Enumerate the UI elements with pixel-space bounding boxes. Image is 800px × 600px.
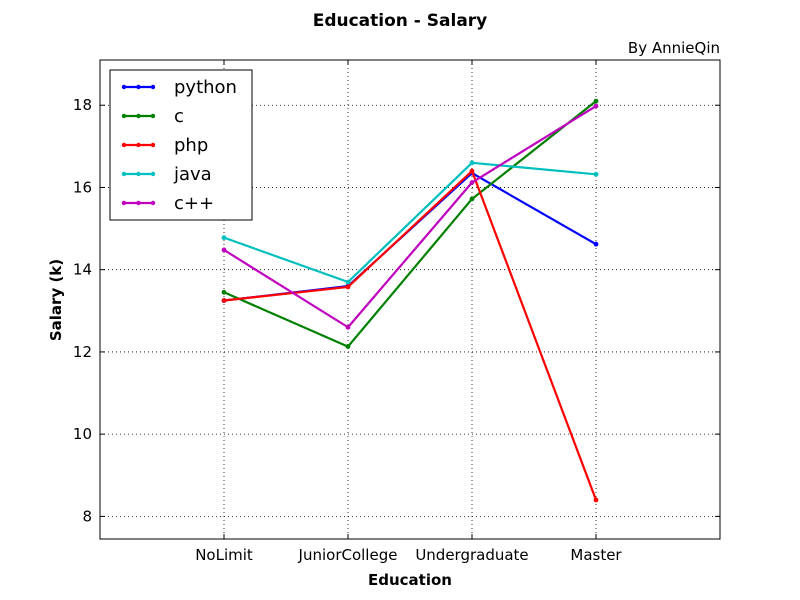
legend-label: php bbox=[174, 135, 208, 156]
legend-label: python bbox=[174, 77, 237, 98]
series-line bbox=[223, 161, 597, 284]
data-point bbox=[345, 324, 351, 330]
plot-frame bbox=[99, 59, 721, 540]
legend-label: c++ bbox=[174, 193, 214, 214]
y-axis-label: Salary (k) bbox=[47, 259, 65, 341]
data-point bbox=[593, 171, 599, 177]
legend-marker bbox=[150, 171, 156, 177]
data-point bbox=[469, 180, 475, 185]
legend-label: c bbox=[174, 106, 184, 127]
legend-marker bbox=[136, 142, 141, 148]
data-point bbox=[221, 247, 227, 253]
x-tick-label: Master bbox=[570, 546, 622, 564]
legend: python c php java c++ bbox=[109, 69, 253, 221]
series-java bbox=[221, 160, 599, 285]
legend-item: c bbox=[121, 106, 184, 127]
data-point bbox=[345, 344, 351, 349]
y-tick-label: 14 bbox=[73, 261, 92, 279]
y-tick-label: 18 bbox=[73, 96, 92, 114]
data-point bbox=[593, 497, 599, 503]
data-point bbox=[221, 235, 227, 241]
legend-marker bbox=[150, 200, 156, 206]
legend-marker bbox=[136, 113, 141, 119]
legend-marker bbox=[150, 113, 156, 119]
x-axis-label: Education bbox=[368, 571, 452, 589]
legend-item: php bbox=[121, 135, 208, 156]
legend-item: python bbox=[121, 77, 237, 98]
x-axis-ticks: NoLimit JuniorCollege Undergraduate Master bbox=[195, 60, 622, 564]
legend-marker bbox=[121, 200, 127, 206]
data-point bbox=[593, 103, 599, 109]
x-tick-label: NoLimit bbox=[195, 546, 253, 564]
series-php bbox=[221, 168, 599, 503]
y-axis-ticks: 8 10 12 14 16 18 bbox=[73, 96, 720, 525]
x-tick-label: Undergraduate bbox=[415, 546, 528, 564]
series-line bbox=[223, 169, 598, 501]
legend-item: c++ bbox=[121, 193, 214, 214]
series-line bbox=[223, 105, 597, 329]
data-point bbox=[469, 168, 475, 174]
legend-marker bbox=[150, 142, 156, 148]
data-point bbox=[221, 289, 227, 295]
legend-marker bbox=[121, 171, 127, 177]
x-tick-label: JuniorCollege bbox=[298, 546, 398, 564]
y-tick-label: 12 bbox=[73, 343, 92, 361]
data-point bbox=[469, 160, 475, 166]
data-point bbox=[469, 196, 475, 202]
legend-marker bbox=[136, 200, 141, 206]
data-point bbox=[221, 298, 227, 303]
data-point bbox=[593, 98, 599, 104]
legend-marker bbox=[121, 142, 127, 148]
series-lines bbox=[221, 98, 599, 503]
legend-label: java bbox=[173, 164, 212, 185]
legend-marker bbox=[121, 113, 127, 119]
chart-title: Education - Salary bbox=[313, 11, 488, 31]
grid-lines bbox=[100, 60, 720, 539]
series-line bbox=[223, 100, 597, 348]
legend-marker bbox=[136, 84, 141, 90]
legend-marker bbox=[150, 84, 156, 90]
series-c++ bbox=[221, 103, 599, 330]
series-c bbox=[221, 98, 599, 349]
legend-marker bbox=[136, 171, 141, 177]
y-tick-label: 10 bbox=[73, 425, 92, 443]
legend-item: java bbox=[121, 164, 212, 185]
data-point bbox=[593, 241, 599, 247]
data-point bbox=[345, 279, 351, 285]
y-tick-label: 16 bbox=[73, 178, 92, 196]
legend-marker bbox=[121, 84, 127, 90]
chart-subtitle: By AnnieQin bbox=[628, 39, 720, 57]
y-tick-label: 8 bbox=[82, 507, 92, 525]
data-point bbox=[345, 284, 351, 290]
